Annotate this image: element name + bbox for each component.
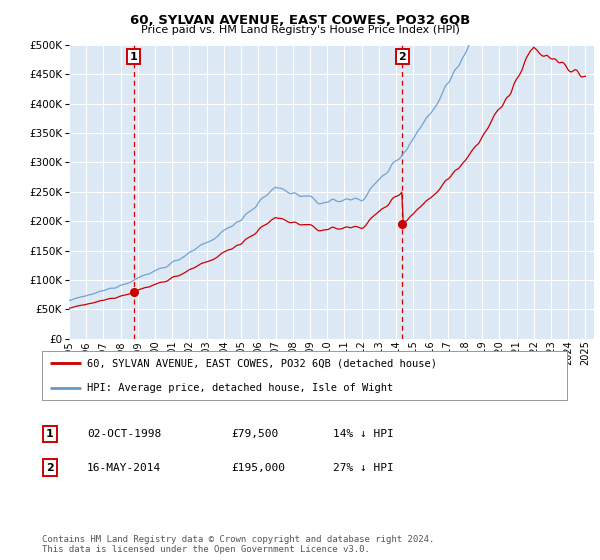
Text: 1: 1 [46, 429, 53, 439]
Text: 16-MAY-2014: 16-MAY-2014 [87, 463, 161, 473]
Text: 14% ↓ HPI: 14% ↓ HPI [333, 429, 394, 439]
Text: 02-OCT-1998: 02-OCT-1998 [87, 429, 161, 439]
Text: Contains HM Land Registry data © Crown copyright and database right 2024.
This d: Contains HM Land Registry data © Crown c… [42, 535, 434, 554]
Text: 60, SYLVAN AVENUE, EAST COWES, PO32 6QB: 60, SYLVAN AVENUE, EAST COWES, PO32 6QB [130, 14, 470, 27]
Text: Price paid vs. HM Land Registry's House Price Index (HPI): Price paid vs. HM Land Registry's House … [140, 25, 460, 35]
Text: £79,500: £79,500 [231, 429, 278, 439]
Text: 27% ↓ HPI: 27% ↓ HPI [333, 463, 394, 473]
Text: £195,000: £195,000 [231, 463, 285, 473]
Text: 2: 2 [46, 463, 53, 473]
Text: HPI: Average price, detached house, Isle of Wight: HPI: Average price, detached house, Isle… [86, 383, 393, 393]
Text: 60, SYLVAN AVENUE, EAST COWES, PO32 6QB (detached house): 60, SYLVAN AVENUE, EAST COWES, PO32 6QB … [86, 358, 437, 368]
Text: 1: 1 [130, 52, 137, 62]
Text: 2: 2 [398, 52, 406, 62]
